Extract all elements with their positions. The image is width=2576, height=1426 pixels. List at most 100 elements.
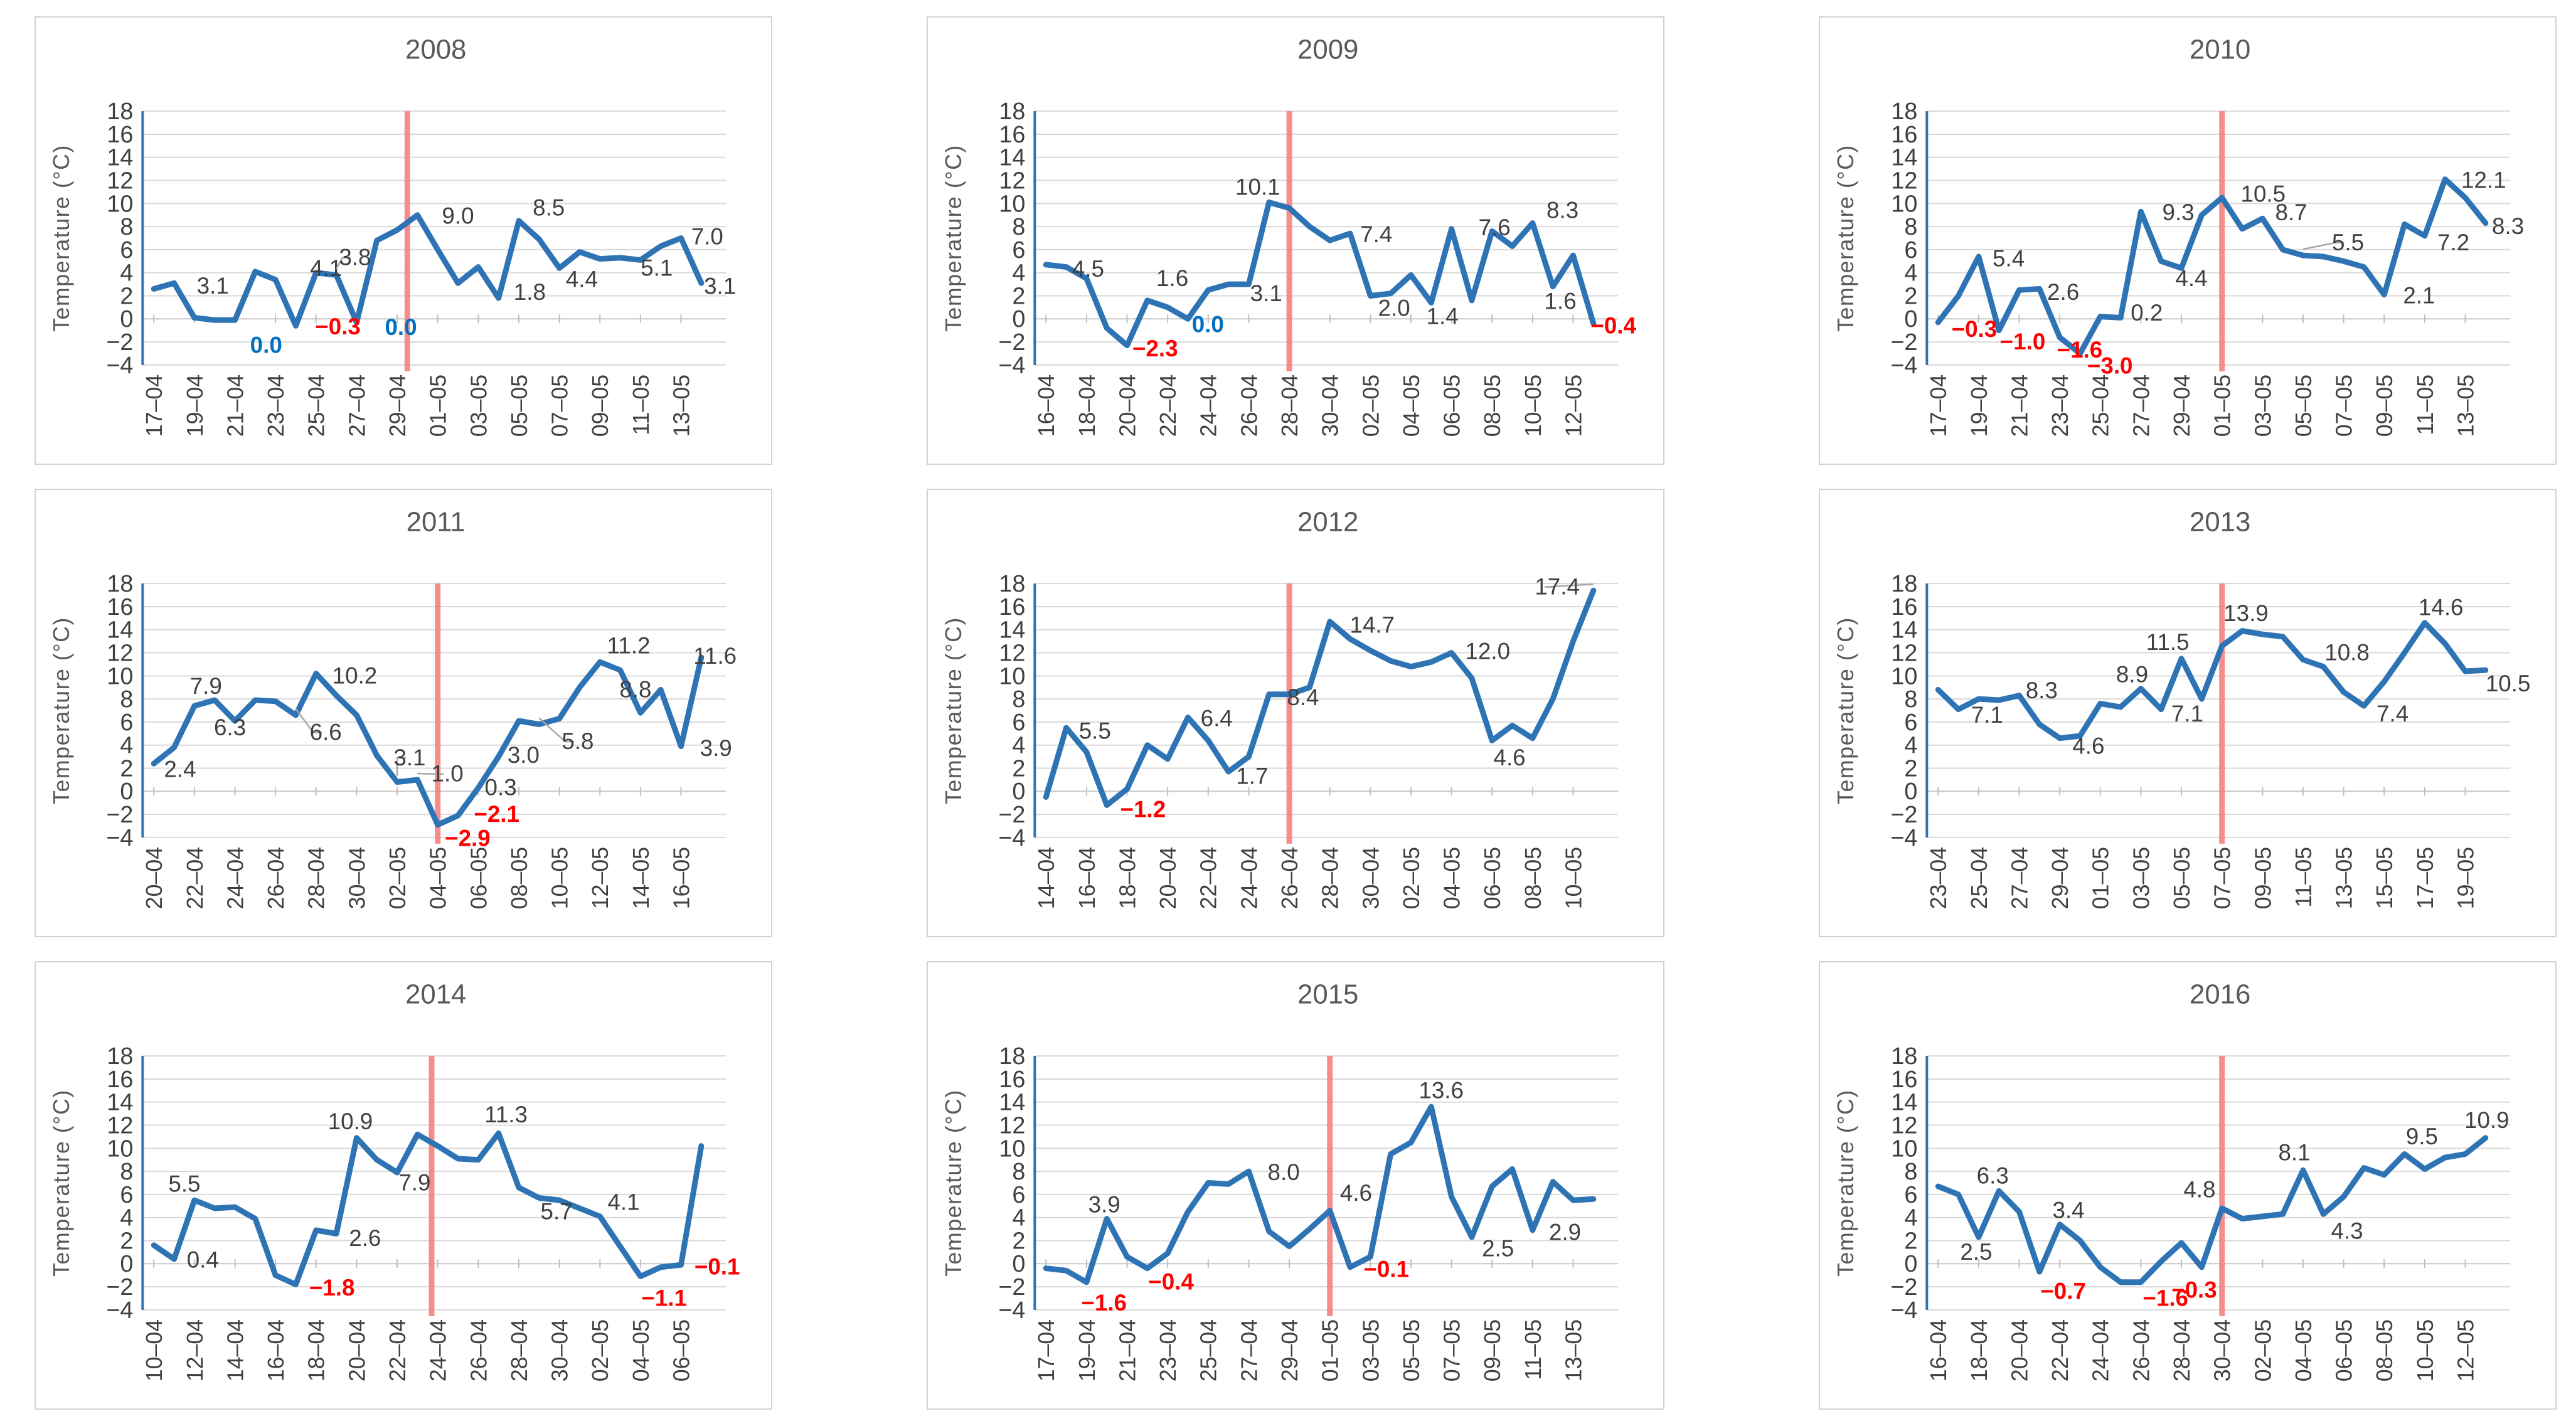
data-label: 4.3	[2331, 1218, 2363, 1244]
data-label: 4.6	[1340, 1180, 1372, 1206]
y-tick-label: 6	[1904, 710, 1917, 736]
x-tick-label: 27–04	[1237, 1319, 1262, 1382]
x-tick-label: 04–05	[1440, 847, 1465, 910]
y-axis-title: Temperature (°C)	[1833, 1089, 1858, 1277]
temperature-line	[1043, 587, 1597, 808]
data-label: −0.7	[2040, 1278, 2086, 1304]
y-tick-label: 16	[107, 122, 133, 148]
x-tick-label: 18–04	[304, 1319, 329, 1382]
data-label: 17.4	[1535, 574, 1580, 600]
data-label: 4.8	[2183, 1176, 2215, 1202]
y-tick-label: −2	[998, 329, 1025, 356]
y-tick-label: 0	[1012, 306, 1025, 333]
data-labels: 2.5 6.3 −0.7 3.4 −1.6−0.3 4.8 8.1 4.3 9.5 10.9	[1960, 1107, 2509, 1311]
x-tick-label: 05–05	[2169, 847, 2195, 910]
chart-title: 2016	[2190, 979, 2250, 1010]
data-label: 7.6	[1479, 215, 1511, 240]
x-tick-label: 22–04	[1156, 375, 1181, 437]
x-tick-label: 07–05	[1440, 1319, 1465, 1382]
y-tick-label: −4	[106, 353, 133, 379]
x-tick-label: 05–05	[2291, 375, 2316, 437]
data-labels: 7.1 8.3 4.6 8.9 7.1 11.5 13.9 10.8 7.4 14.6 10.5	[1971, 595, 2531, 759]
x-tick-label: 26–04	[263, 847, 289, 910]
data-label: −1.6	[2142, 1285, 2188, 1311]
data-label: 8.7	[2275, 200, 2307, 225]
data-label: 5.7	[541, 1198, 573, 1224]
x-tick-label: 28–04	[2169, 1319, 2195, 1382]
y-tick-label: 16	[107, 594, 133, 620]
data-label: 2.1	[2403, 282, 2435, 308]
data-label: 11.2	[607, 632, 651, 658]
x-tick-label: 08–05	[2372, 1319, 2397, 1382]
x-tick-label: 17–04	[142, 375, 167, 437]
x-tick-label: 12–05	[1561, 375, 1586, 437]
data-label: 10.1	[1235, 174, 1280, 200]
y-tick-label: 6	[1012, 1182, 1025, 1208]
x-tick-label: 09–05	[2372, 375, 2397, 437]
y-tick-label: 2	[1904, 1228, 1917, 1254]
x-tick-label: 13–05	[669, 375, 694, 437]
chart-title: 2015	[1297, 979, 1358, 1010]
chart-panel-2012: 2012 18 16 14 12 10 8 6 4 2 0 −2 −4 Temperature (°C) 1…	[927, 489, 1664, 937]
chart-panel-2015: 2015 18 16 14 12 10 8 6 4 2 0 −2 −4 Temperature (°C) 1…	[927, 961, 1664, 1410]
x-tick-label: 29–04	[2169, 375, 2195, 437]
y-axis-title: Temperature (°C)	[1833, 617, 1858, 804]
data-label: 11.6	[693, 643, 737, 669]
x-tick-label: 08–05	[1521, 847, 1546, 910]
y-tick-label: 4	[1012, 260, 1025, 287]
data-label: 10.9	[328, 1109, 373, 1134]
temperature-line	[1043, 1104, 1597, 1285]
y-tick-label: 10	[107, 663, 133, 689]
data-label: 12.0	[1465, 639, 1510, 664]
data-label: −2.9	[445, 826, 491, 851]
x-tick-label: 12–05	[588, 847, 613, 910]
y-tick-label: 18	[1891, 98, 1917, 125]
data-label: −0.1	[1363, 1256, 1409, 1282]
data-label: 6.6	[310, 719, 342, 745]
y-tick-label: −4	[1890, 825, 1917, 851]
x-tick-label: 18–04	[1967, 1319, 1992, 1382]
x-tick-label: 18–04	[1075, 375, 1100, 437]
x-tick-label: 15–05	[2372, 847, 2397, 910]
y-tick-label: 14	[107, 1090, 133, 1116]
x-tick-label: 23–04	[2048, 375, 2073, 437]
x-tick-label: 24–04	[426, 1319, 451, 1382]
data-label: 0.2	[2131, 300, 2163, 326]
y-tick-label: 2	[1904, 283, 1917, 309]
x-tick-label: 08–05	[507, 847, 532, 910]
x-tick-label: 20–04	[2007, 1319, 2032, 1382]
y-tick-label: 6	[120, 710, 133, 736]
x-tick-label: 23–04	[1926, 847, 1951, 910]
x-tick-label: 06–05	[1480, 847, 1505, 910]
x-tick-label: 13–05	[1561, 1319, 1586, 1382]
chart-panel-2010: 2010 18 16 14 12 10 8 6 4 2 0 −2 −4 Temperature (°C) 1…	[1819, 16, 2557, 465]
y-tick-label: −2	[1890, 1274, 1917, 1301]
y-tick-label: 18	[999, 98, 1025, 125]
gridlines	[142, 583, 726, 838]
label-leader-line	[295, 708, 322, 733]
gridlines	[1927, 110, 2511, 366]
x-axis-labels: 17–04 19–04 21–04 23–04 25–04 27–04 29–04 01–05…	[142, 375, 694, 437]
x-tick-label: 23–04	[263, 375, 289, 437]
y-tick-label: 0	[120, 779, 133, 805]
data-label: 1.7	[1236, 763, 1268, 789]
x-tick-label: 24–04	[1237, 847, 1262, 910]
data-label: 10.2	[333, 662, 378, 688]
y-tick-label: 2	[1012, 755, 1025, 782]
data-label: 8.3	[2026, 678, 2058, 703]
x-tick-label: 10–05	[1521, 375, 1546, 437]
y-tick-label: −2	[1890, 802, 1917, 828]
x-tick-label: 11–05	[2413, 375, 2438, 435]
y-tick-label: 12	[999, 640, 1025, 666]
data-label: 8.8	[619, 676, 651, 702]
data-label: 1.4	[1427, 304, 1459, 329]
y-tick-label: 0	[1904, 779, 1917, 805]
x-tick-label: 20–04	[1156, 847, 1181, 910]
y-tick-label: 14	[999, 1090, 1025, 1116]
y-tick-label: 10	[107, 1136, 133, 1162]
data-label: 10.9	[2464, 1107, 2509, 1133]
